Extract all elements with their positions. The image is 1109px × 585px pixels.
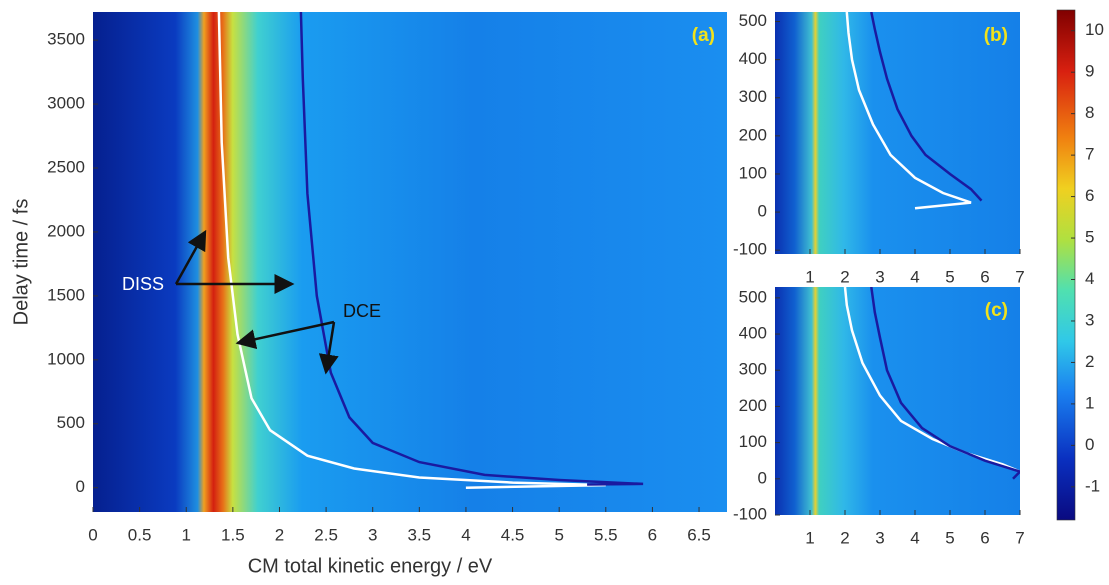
y-tick-label: 0 <box>76 477 85 496</box>
colorbar-tick-label: 5 <box>1085 228 1094 247</box>
y-tick-label: 300 <box>739 360 767 379</box>
x-tick-label: 6.5 <box>687 525 711 544</box>
x-axis-title: CM total kinetic energy / eV <box>248 555 493 577</box>
colorbar-tick-label: 1 <box>1085 393 1094 412</box>
y-tick-label: 3500 <box>47 30 85 49</box>
y-tick-label: 3000 <box>47 94 85 113</box>
annotation: DCE <box>343 301 381 321</box>
x-tick-label: 0 <box>88 525 97 544</box>
curve <box>299 12 644 486</box>
y-tick-label: 500 <box>739 11 767 30</box>
panel-label: (c) <box>985 300 1008 321</box>
y-tick-label: 300 <box>739 87 767 106</box>
y-tick-label: 2000 <box>47 221 85 240</box>
x-tick-label: 1 <box>182 525 191 544</box>
x-tick-label: 3 <box>875 528 884 547</box>
colorbar-tick-label: 9 <box>1085 62 1094 81</box>
curve <box>870 287 1020 480</box>
x-tick-label: 1 <box>805 528 814 547</box>
arrow <box>318 321 339 375</box>
x-tick-label: 5.5 <box>594 525 618 544</box>
colorbar-tick-label: 8 <box>1085 103 1094 122</box>
colorbar-tick-label: 6 <box>1085 186 1094 205</box>
y-tick-label: 200 <box>739 125 767 144</box>
x-tick-label: 7 <box>1015 267 1024 286</box>
colorbar-tick-label: 3 <box>1085 310 1094 329</box>
y-tick-label: 0 <box>758 468 767 487</box>
arrow <box>174 229 207 285</box>
y-tick-label: 500 <box>739 287 767 306</box>
colorbar-tick-label: 4 <box>1085 269 1094 288</box>
y-axis-title: Delay time / fs <box>10 199 32 326</box>
x-tick-label: 1 <box>805 267 814 286</box>
y-tick-label: 2500 <box>47 157 85 176</box>
heatmap <box>775 12 1020 254</box>
y-tick-label: 500 <box>57 413 85 432</box>
panel-label: (a) <box>692 25 715 46</box>
colorbar-tick-label: -1 <box>1085 476 1100 495</box>
y-tick-label: 1000 <box>47 349 85 368</box>
panel-label: (b) <box>984 25 1008 46</box>
x-tick-label: 4.5 <box>501 525 525 544</box>
y-tick-label: 400 <box>739 324 767 343</box>
y-tick-label: -100 <box>733 240 767 259</box>
x-tick-label: 2 <box>840 528 849 547</box>
colorbar <box>1056 9 1076 521</box>
curve <box>845 12 972 210</box>
curve <box>870 12 983 202</box>
x-tick-label: 3 <box>875 267 884 286</box>
x-tick-label: 5 <box>945 267 954 286</box>
x-tick-label: 6 <box>648 525 657 544</box>
x-tick-label: 4 <box>910 528 919 547</box>
heatmap <box>775 287 1020 515</box>
heatmap <box>93 12 727 512</box>
colorbar-tick-label: 0 <box>1085 435 1094 454</box>
x-tick-label: 7 <box>1015 528 1024 547</box>
x-tick-label: 3.5 <box>408 525 432 544</box>
x-tick-label: 4 <box>910 267 919 286</box>
x-tick-label: 6 <box>980 267 989 286</box>
x-tick-label: 2 <box>275 525 284 544</box>
y-tick-label: 100 <box>739 163 767 182</box>
x-tick-label: 3 <box>368 525 377 544</box>
curve <box>217 12 606 489</box>
x-tick-label: 5 <box>554 525 563 544</box>
y-tick-label: 1500 <box>47 285 85 304</box>
y-tick-label: 100 <box>739 432 767 451</box>
x-tick-label: 2.5 <box>314 525 338 544</box>
y-tick-label: -100 <box>733 504 767 523</box>
colorbar-tick-label: 10 <box>1085 20 1104 39</box>
x-tick-label: 0.5 <box>128 525 152 544</box>
y-tick-label: 200 <box>739 396 767 415</box>
x-tick-label: 5 <box>945 528 954 547</box>
x-tick-label: 2 <box>840 267 849 286</box>
x-tick-label: 1.5 <box>221 525 245 544</box>
annotation: DISS <box>122 274 164 294</box>
colorbar-tick-label: 7 <box>1085 145 1094 164</box>
arrow <box>235 320 335 350</box>
curve <box>843 287 1020 473</box>
x-tick-label: 4 <box>461 525 470 544</box>
colorbar-tick-label: 2 <box>1085 352 1094 371</box>
y-tick-label: 0 <box>758 202 767 221</box>
y-tick-label: 400 <box>739 49 767 68</box>
x-tick-label: 6 <box>980 528 989 547</box>
